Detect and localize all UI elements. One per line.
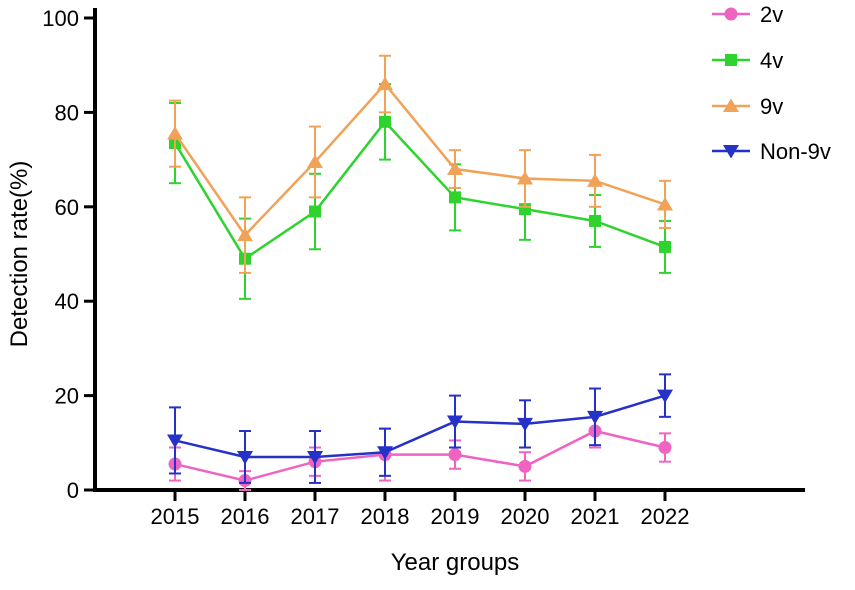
- data-point-square: [589, 214, 601, 227]
- data-point-triangle-up: [723, 98, 739, 112]
- data-point-triangle-down: [587, 410, 603, 425]
- data-point-triangle-down: [447, 415, 463, 430]
- y-tick-label: 40: [55, 289, 79, 314]
- data-point-triangle-up: [237, 227, 253, 242]
- data-point-triangle-up: [167, 126, 183, 140]
- data-point-square: [309, 205, 321, 218]
- y-tick-label: 60: [55, 195, 79, 220]
- series-9v: [167, 54, 673, 274]
- legend-item-2v: 2v: [712, 2, 783, 27]
- legend-item-9v: 9v: [712, 94, 783, 119]
- x-tick-label: 2022: [641, 504, 690, 529]
- data-point-triangle-down: [167, 434, 183, 448]
- x-tick-label: 2015: [151, 504, 200, 529]
- y-tick-label: 100: [42, 6, 79, 31]
- data-point-triangle-down: [237, 450, 253, 465]
- data-point-triangle-up: [517, 170, 533, 185]
- data-point-square: [379, 115, 391, 128]
- y-tick-label: 0: [67, 478, 79, 503]
- legend-label: 9v: [760, 94, 783, 119]
- data-point-triangle-down: [723, 145, 739, 159]
- legend: 2v 4v 9v Non-9v: [712, 2, 831, 164]
- data-point-triangle-up: [587, 173, 603, 187]
- y-tick-label: 80: [55, 100, 79, 125]
- data-point-triangle-up: [307, 154, 323, 168]
- x-tick-label: 2020: [501, 504, 550, 529]
- axes: 0 20 40 60 80 100 2015 2016 2017 2018 2019 2020 2021…: [42, 6, 805, 529]
- y-axis-title: Detection rate(%): [6, 161, 33, 348]
- series-non-9v: [167, 373, 673, 484]
- x-tick-label: 2018: [361, 504, 410, 529]
- legend-item-4v: 4v: [712, 48, 783, 73]
- data-point-triangle-up: [447, 161, 463, 176]
- data-point-triangle-down: [377, 446, 393, 460]
- series-line: [174, 394, 666, 459]
- x-tick-label: 2016: [221, 504, 270, 529]
- x-tick-label: 2019: [431, 504, 480, 529]
- legend-label: 2v: [760, 2, 783, 27]
- data-point-square: [725, 54, 737, 66]
- x-axis-title: Year groups: [391, 549, 520, 576]
- data-point-circle: [658, 441, 672, 455]
- data-point-triangle-down: [657, 389, 673, 404]
- legend-label: Non-9v: [760, 139, 831, 164]
- data-point-triangle-down: [307, 450, 323, 465]
- series-line: [174, 429, 666, 482]
- series-line: [173, 119, 666, 261]
- legend-label: 4v: [760, 48, 783, 73]
- legend-item-non-9v: Non-9v: [712, 139, 831, 164]
- data-point-triangle-up: [377, 76, 393, 91]
- data-point-triangle-down: [517, 417, 533, 432]
- data-point-circle: [724, 7, 738, 21]
- data-point-triangle-up: [657, 196, 673, 211]
- data-point-square: [449, 191, 461, 204]
- data-point-circle: [448, 448, 462, 462]
- x-tick-label: 2017: [291, 504, 340, 529]
- y-tick-label: 20: [55, 384, 79, 409]
- x-tick-label: 2021: [571, 504, 620, 529]
- series-line: [173, 82, 666, 238]
- data-point-circle: [518, 459, 532, 473]
- data-point-square: [659, 240, 671, 253]
